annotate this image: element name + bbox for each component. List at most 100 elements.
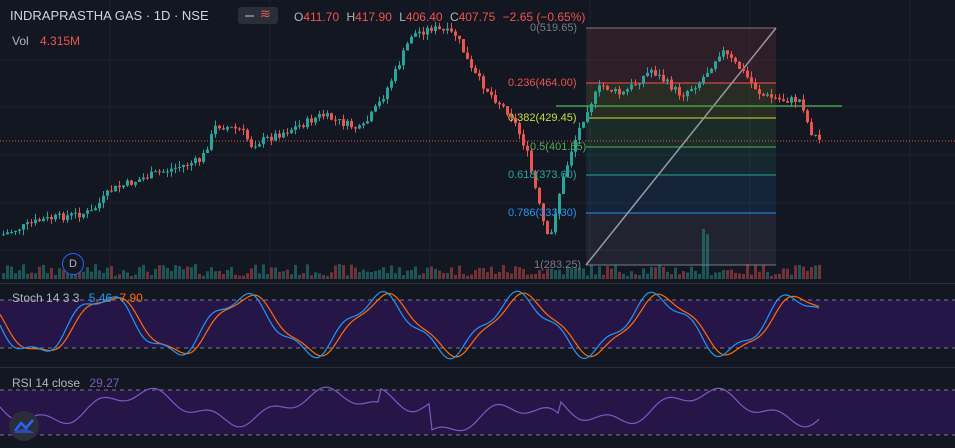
candle: [222, 128, 225, 130]
stoch-legend[interactable]: Stoch 14 3 3 5.46 7.90: [12, 291, 143, 305]
chart-type-toggle[interactable]: ≋: [238, 6, 278, 24]
candle: [702, 76, 705, 83]
volume-bar: [742, 273, 745, 279]
candle: [774, 97, 777, 99]
volume-bar: [658, 264, 661, 279]
symbol-title[interactable]: INDRAPRASTHA GAS · 1D · NSE: [10, 8, 209, 23]
rsi-pane[interactable]: RSI 14 close 29.27: [0, 367, 955, 448]
pane-separator[interactable]: [0, 283, 955, 284]
volume-bar: [630, 271, 633, 279]
stochastic-pane[interactable]: Stoch 14 3 3 5.46 7.90: [0, 283, 955, 367]
volume-bar: [690, 266, 693, 279]
candle: [170, 168, 173, 172]
candle: [326, 113, 329, 117]
candle: [710, 68, 713, 73]
volume-bar: [754, 265, 757, 279]
volume-bar: [594, 274, 597, 279]
volume-bar: [614, 265, 617, 279]
stochastic-canvas[interactable]: [0, 283, 955, 367]
candle: [514, 117, 517, 124]
candle: [38, 219, 41, 222]
candle: [650, 70, 653, 73]
volume-bar: [290, 274, 293, 279]
candle: [146, 177, 149, 179]
candle: [90, 210, 93, 212]
volume-bar: [138, 266, 141, 279]
candle: [498, 102, 501, 105]
candle: [546, 221, 549, 235]
volume-bar: [282, 271, 285, 279]
change-readout: −2.65 (−0.65%): [502, 10, 586, 24]
volume-bar: [606, 266, 609, 279]
volume-legend[interactable]: Vol 4.315M: [12, 34, 81, 48]
minus-icon: [245, 15, 254, 17]
candle: [230, 126, 233, 128]
candle: [534, 171, 537, 188]
volume-bar: [298, 274, 301, 279]
candle: [74, 212, 77, 214]
candle: [690, 89, 693, 92]
candle: [354, 127, 357, 129]
candle: [454, 31, 457, 36]
price-chart-pane[interactable]: INDRAPRASTHA GAS · 1D · NSE ≋ O411.70 H4…: [0, 0, 955, 283]
volume-bar: [6, 265, 9, 279]
volume-bar: [482, 268, 485, 279]
candle: [150, 171, 153, 179]
volume-bar: [786, 268, 789, 279]
candle: [686, 91, 689, 97]
candle: [250, 139, 253, 147]
volume-bar: [506, 272, 509, 279]
candle: [350, 120, 353, 128]
candle: [526, 145, 529, 151]
volume-bar: [154, 268, 157, 279]
volume-bar: [686, 272, 689, 279]
tradingview-logo-icon[interactable]: [9, 411, 39, 441]
volume-bar: [270, 267, 273, 279]
candle: [726, 50, 729, 55]
candle: [662, 74, 665, 82]
volume-bar: [246, 273, 249, 279]
candle: [242, 128, 245, 131]
volume-bar: [662, 266, 665, 279]
candle: [770, 94, 773, 98]
candle: [598, 85, 601, 92]
candle: [618, 88, 621, 95]
rsi-legend[interactable]: RSI 14 close 29.27: [12, 376, 120, 390]
volume-bar: [622, 273, 625, 279]
volume-bar: [810, 266, 813, 279]
volume-bar: [558, 269, 561, 279]
volume-bar: [462, 273, 465, 279]
candle: [670, 79, 673, 90]
candle: [358, 125, 361, 129]
rsi-canvas[interactable]: [0, 367, 955, 448]
fib-label-0236: 0.236(464.00): [508, 77, 577, 89]
volume-bar: [106, 267, 109, 279]
candle: [614, 88, 617, 92]
candle: [778, 97, 781, 100]
volume-bar: [390, 265, 393, 279]
volume-bar: [714, 272, 717, 279]
rsi-line: [0, 386, 820, 432]
volume-bar: [430, 266, 433, 279]
volume-bar: [202, 275, 205, 279]
candle: [566, 165, 569, 177]
dividend-marker[interactable]: D: [62, 253, 84, 275]
volume-bar: [590, 264, 593, 279]
volume-bars: [2, 228, 821, 279]
candle: [214, 125, 217, 135]
volume-bar: [14, 273, 17, 279]
volume-bar: [334, 265, 337, 279]
candle: [310, 118, 313, 123]
candle: [654, 70, 657, 76]
volume-bar: [794, 265, 797, 279]
price-chart-canvas[interactable]: [0, 0, 955, 283]
pane-separator[interactable]: [0, 367, 955, 368]
candle: [806, 110, 809, 123]
volume-bar: [50, 268, 53, 279]
volume-bar: [678, 274, 681, 279]
volume-bar: [98, 270, 101, 279]
volume-bar: [346, 275, 349, 279]
candle: [34, 219, 37, 224]
volume-bar: [670, 274, 673, 279]
volume-bar: [114, 275, 117, 279]
